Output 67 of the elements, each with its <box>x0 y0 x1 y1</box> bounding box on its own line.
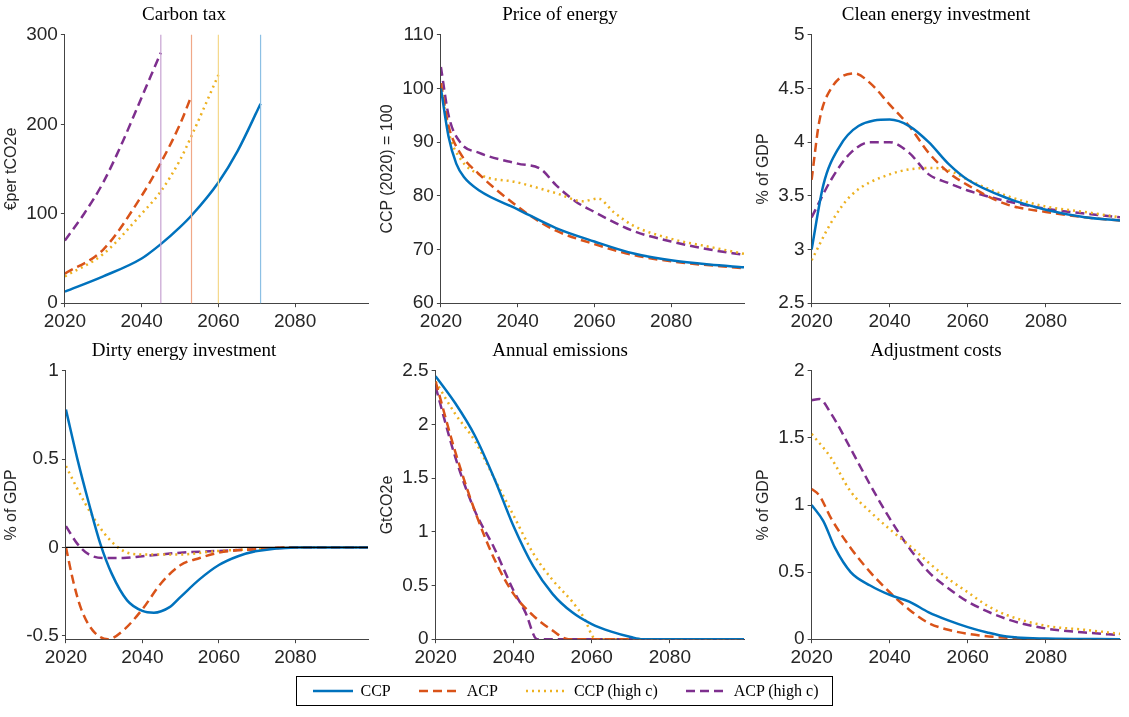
y-axis-title: GtCO2e <box>378 475 396 535</box>
x-tick-label: 2060 <box>197 645 241 667</box>
y-tick-label: 3.5 <box>778 184 805 206</box>
y-tick-label: 0.5 <box>32 447 59 469</box>
x-tick-label: 2080 <box>649 309 693 331</box>
x-tick-label: 2080 <box>273 309 317 331</box>
x-tick-label: 2040 <box>120 309 163 331</box>
x-tick-label: 2040 <box>868 309 911 331</box>
x-tick-label: 2080 <box>1024 309 1067 331</box>
legend-label: ACP (high c) <box>733 682 819 700</box>
y-axis-title: €per tCO2e <box>2 127 20 211</box>
x-tick-label: 2080 <box>1024 645 1067 667</box>
x-tick-label: 2080 <box>274 645 317 667</box>
y-tick-label: 2 <box>418 412 429 434</box>
legend-label: CCP <box>360 682 391 700</box>
y-tick-label: 100 <box>26 201 58 223</box>
line-series <box>811 140 1120 219</box>
chart-title: Adjustment costs <box>870 339 1002 361</box>
line-series <box>64 73 220 278</box>
y-axis-title: % of GDP <box>754 133 772 205</box>
x-tick-label: 2060 <box>570 645 613 667</box>
y-tick-label: 1.5 <box>778 426 805 448</box>
x-tick-label: 2060 <box>946 309 989 331</box>
x-tick-label: 2060 <box>197 309 240 331</box>
line-series <box>64 51 163 242</box>
y-tick-label: 3 <box>794 237 805 259</box>
y-axis-title: CCP (2020) = 100 <box>378 104 396 234</box>
x-tick-label: 2040 <box>496 309 539 331</box>
legend-label: ACP <box>466 682 498 700</box>
y-tick-label: 110 <box>403 23 434 45</box>
y-tick-label: 0.5 <box>402 573 429 595</box>
chart-title: Price of energy <box>502 3 619 25</box>
y-tick-label: 300 <box>26 23 58 45</box>
y-tick-label: -0.5 <box>26 623 59 645</box>
y-tick-label: 1 <box>418 520 429 542</box>
y-tick-label: 70 <box>412 237 434 259</box>
y-tick-label: 4 <box>794 130 806 152</box>
y-tick-label: 200 <box>26 112 58 134</box>
y-tick-label: 80 <box>412 184 434 206</box>
chart-title: Annual emissions <box>492 339 628 361</box>
chart-title: Clean energy investment <box>841 3 1031 25</box>
y-tick-label: 2 <box>794 359 805 381</box>
y-tick-label: 0 <box>48 535 59 557</box>
y-axis-title: % of GDP <box>2 469 20 541</box>
x-tick-label: 2080 <box>648 645 691 667</box>
y-tick-label: 100 <box>402 76 434 98</box>
y-tick-label: 1 <box>794 493 805 515</box>
line-series <box>64 102 262 293</box>
legend-label: CCP (high c) <box>573 682 658 700</box>
x-tick-label: 2040 <box>868 645 911 667</box>
y-tick-label: 2.5 <box>402 359 429 381</box>
y-tick-label: 1.5 <box>402 466 429 488</box>
y-tick-label: 0.5 <box>778 560 805 582</box>
chart-title: Dirty energy investment <box>91 339 277 361</box>
y-axis-title: % of GDP <box>754 469 772 541</box>
y-tick-label: 1 <box>48 359 59 381</box>
y-tick-label: 5 <box>794 23 805 45</box>
x-tick-label: 2040 <box>121 645 164 667</box>
y-tick-label: 90 <box>412 130 434 152</box>
x-tick-label: 2060 <box>946 645 989 667</box>
x-tick-label: 2060 <box>573 309 616 331</box>
chart-title: Carbon tax <box>142 3 227 25</box>
y-tick-label: 4.5 <box>778 76 805 98</box>
line-series <box>811 118 1120 251</box>
line-series <box>811 166 1120 262</box>
x-tick-label: 2020 <box>44 645 88 667</box>
x-tick-label: 2040 <box>492 645 535 667</box>
